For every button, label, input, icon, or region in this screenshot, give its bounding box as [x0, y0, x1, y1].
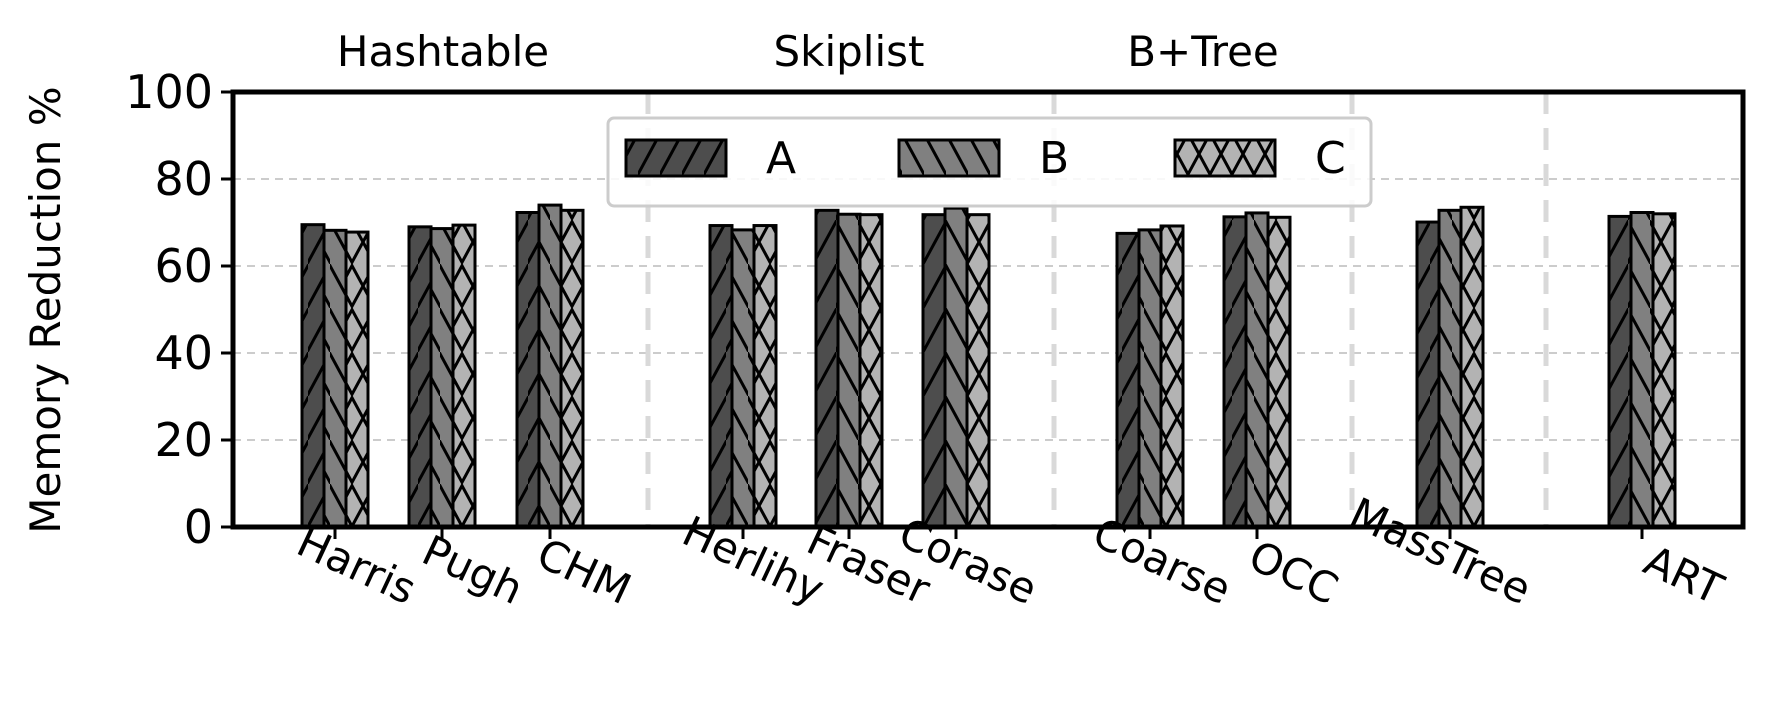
bar-chm-b [537, 203, 563, 529]
bar-masstree-b [1437, 208, 1463, 529]
bar-hatch [732, 229, 754, 527]
group-label-skiplist: Skiplist [774, 27, 925, 76]
bar-pugh-a [407, 225, 433, 529]
bar-coarse-a [1115, 231, 1141, 529]
y-tick-label-60: 60 [154, 239, 213, 293]
y-tick-label-100: 100 [125, 65, 213, 119]
bar-hatch [346, 232, 368, 527]
legend-entry-c: C [1173, 133, 1346, 184]
bar-herlihy-b [730, 228, 756, 529]
bar-art-c [1651, 212, 1677, 529]
bar-herlihy-a [708, 224, 734, 529]
bar-hatch [431, 228, 453, 527]
bar-pugh-b [429, 227, 455, 529]
legend-entry-a: A [624, 133, 796, 184]
bar-fraser-a [814, 208, 840, 529]
bar-hatch [1246, 212, 1268, 527]
bar-hatch [816, 210, 838, 527]
bar-corase-c [965, 213, 991, 529]
bar-hatch [539, 205, 561, 527]
group-labels: Hashtable Skiplist B+Tree [337, 27, 1279, 76]
bar-hatch [324, 230, 346, 527]
bar-hatch [1439, 210, 1461, 527]
y-axis-label: Memory Reduction % [21, 86, 70, 533]
x-tick-label-occ: OCC [1242, 531, 1346, 614]
bar-hatch [710, 225, 732, 528]
y-tick-label-40: 40 [154, 326, 213, 380]
axes [230, 89, 1746, 530]
group-label-b-tree: B+Tree [1127, 27, 1279, 76]
bar-chm-c [559, 208, 585, 529]
legend-swatch-outline [624, 138, 728, 178]
y-tick-label-80: 80 [154, 152, 213, 206]
bar-hatch [860, 214, 882, 528]
bar-hatch [1461, 207, 1483, 527]
bar-hatch [409, 226, 431, 527]
bar-hatch [754, 225, 776, 528]
bar-masstree-c [1459, 205, 1485, 529]
legend-swatch-outline [897, 138, 1001, 178]
legend-swatch-hatch [899, 140, 999, 176]
bar-herlihy-c [752, 224, 778, 529]
bar-chm-a [515, 210, 541, 529]
bar-hatch [1609, 216, 1631, 527]
x-tick-label-harris: Harris [290, 517, 424, 614]
bar-fraser-c [858, 213, 884, 529]
bar-hatch [1117, 233, 1139, 527]
legend-entry-b: B [897, 133, 1069, 184]
bar-corase-b [943, 206, 969, 529]
bar-hatch [1653, 213, 1675, 528]
group-label-hashtable: Hashtable [337, 27, 549, 76]
bar-art-b [1629, 210, 1655, 529]
x-tick-label-chm: CHM [530, 529, 639, 614]
bars-layer [300, 203, 1677, 529]
bar-hatch [838, 214, 860, 528]
y-ticks: 0 20 40 60 80 100 [125, 65, 233, 554]
bar-harris-c [344, 230, 370, 529]
x-tick-label-art: ART [1637, 536, 1731, 615]
bar-hatch [1224, 216, 1246, 527]
bar-hatch [1417, 222, 1439, 527]
plot-frame [230, 89, 1746, 530]
bar-pugh-c [451, 223, 477, 529]
bar-hatch [561, 210, 583, 527]
x-tick-label-pugh: Pugh [415, 525, 530, 614]
bar-hatch [945, 208, 967, 527]
bar-hatch [1139, 229, 1161, 527]
legend-label-a: A [766, 133, 796, 184]
bar-harris-b [322, 228, 348, 529]
bar-occ-a [1222, 215, 1248, 529]
legend-swatch-hatch [626, 140, 726, 176]
bar-coarse-c [1159, 224, 1185, 529]
legend-label-b: B [1039, 133, 1069, 184]
bar-hatch [302, 224, 324, 528]
bar-hatch [923, 214, 945, 528]
bar-hatch [453, 225, 475, 528]
bar-occ-c [1266, 215, 1292, 529]
bar-hatch [1161, 225, 1183, 528]
legend-label-c: C [1315, 133, 1346, 184]
legend-swatch-outline [1173, 138, 1277, 178]
bar-masstree-a [1415, 220, 1441, 529]
bar-corase-a [921, 213, 947, 529]
bar-hatch [967, 214, 989, 528]
legend-swatch-hatch [1175, 140, 1275, 176]
bar-fraser-b [836, 212, 862, 529]
bar-hatch [1631, 212, 1653, 527]
bar-coarse-b [1137, 228, 1163, 529]
bar-hatch [1268, 217, 1290, 527]
bar-harris-a [300, 223, 326, 529]
y-tick-label-20: 20 [154, 413, 213, 467]
y-tick-label-0: 0 [184, 500, 213, 554]
bar-hatch [517, 212, 539, 527]
legend: A B C [606, 116, 1373, 208]
bar-art-a [1607, 214, 1633, 529]
bar-occ-b [1244, 211, 1270, 529]
